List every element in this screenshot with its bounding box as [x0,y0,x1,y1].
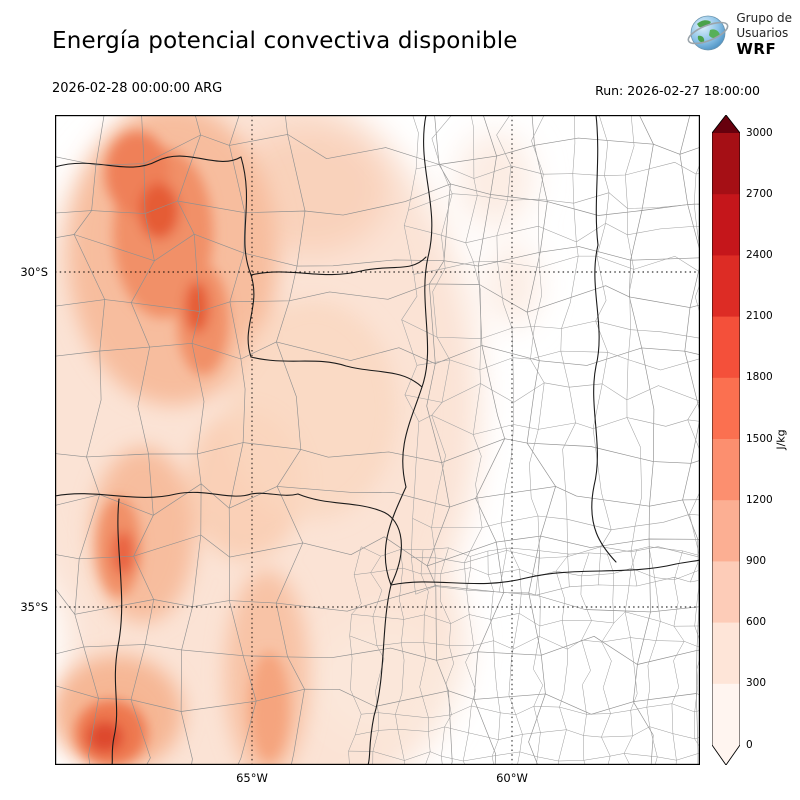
colorbar-unit-label: J/kg [774,429,788,450]
colorbar-tick: 1500 [746,432,773,445]
colorbar-tick: 2400 [746,248,773,261]
logo-text-line1: Grupo de [736,11,792,26]
colorbar-tick: 2700 [746,187,773,200]
colorbar-tick: 0 [746,738,753,751]
logo-text: Grupo de Usuarios WRF [736,11,792,59]
lon-tick-65w: 65°W [236,771,268,785]
province-borders-layer [55,115,700,765]
map-border [55,115,700,765]
page-title: Energía potencial convectiva disponible [52,28,518,54]
map-plot [55,115,700,765]
globe-icon [685,10,731,60]
lat-tick-35s: 35°S [20,600,48,614]
logo-text-wrf: WRF [736,40,777,59]
colorbar-gradient [711,114,741,766]
colorbar-tick: 3000 [746,126,773,139]
latlon-gridlines [55,115,700,765]
map-canvas [55,115,700,765]
lon-tick-60w: 60°W [496,771,528,785]
department-boundaries-layer [55,115,700,765]
wrf-logo: Grupo de Usuarios WRF [685,10,792,60]
cape-shading-layer [55,115,539,765]
logo-text-line2: Usuarios [736,25,789,40]
colorbar-tick: 1800 [746,371,773,384]
colorbar [711,114,741,766]
valid-time-label: 2026-02-28 00:00:00 ARG [52,81,223,96]
colorbar-tick: 900 [746,554,767,567]
colorbar-tick: 2100 [746,310,773,323]
run-time-label: Run: 2026-02-27 18:00:00 [595,83,760,98]
colorbar-tick: 600 [746,616,767,629]
colorbar-tick: 300 [746,677,767,690]
lat-tick-30s: 30°S [20,265,48,279]
colorbar-tick: 1200 [746,493,773,506]
